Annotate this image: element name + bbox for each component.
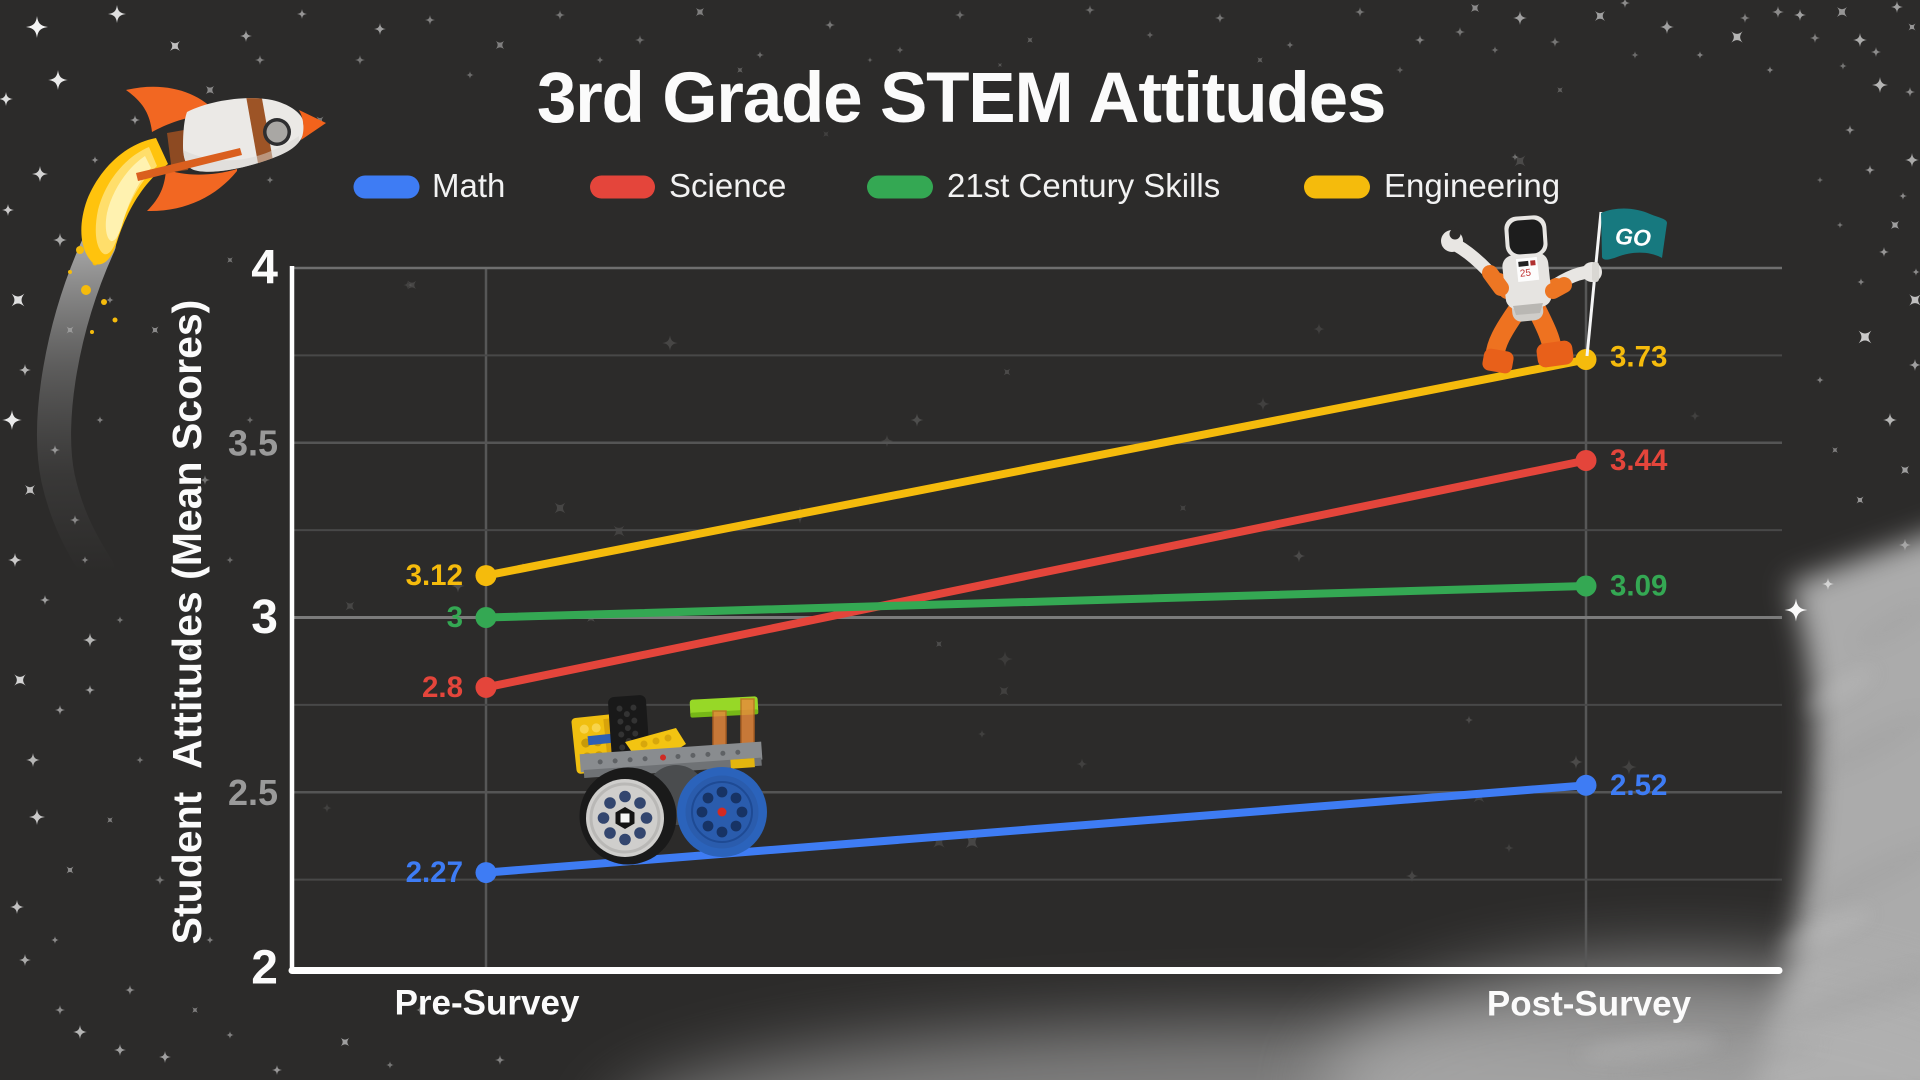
svg-text:Math: Math <box>432 167 505 204</box>
svg-text:2: 2 <box>251 942 278 995</box>
svg-text:GO: GO <box>1614 223 1652 251</box>
svg-text:2.8: 2.8 <box>422 671 463 704</box>
svg-text:2.5: 2.5 <box>228 772 278 813</box>
svg-text:Science: Science <box>669 167 786 204</box>
svg-text:3: 3 <box>447 601 463 634</box>
svg-text:3.44: 3.44 <box>1610 444 1668 477</box>
svg-text:3.5: 3.5 <box>228 423 278 464</box>
svg-text:3rd Grade STEM Attitudes: 3rd Grade STEM Attitudes <box>537 59 1385 138</box>
svg-text:Post-Survey: Post-Survey <box>1487 985 1692 1024</box>
svg-text:Student Attitudes (Mean Score: Student Attitudes (Mean Scores) <box>164 300 210 945</box>
svg-text:2.27: 2.27 <box>406 856 463 889</box>
svg-text:3.73: 3.73 <box>1610 341 1667 374</box>
svg-text:Pre-Survey: Pre-Survey <box>395 984 580 1023</box>
svg-text:25: 25 <box>1519 268 1532 280</box>
svg-text:3.12: 3.12 <box>406 559 463 592</box>
svg-text:Engineering: Engineering <box>1384 167 1560 204</box>
svg-text:3: 3 <box>251 591 278 644</box>
svg-text:4: 4 <box>251 242 278 295</box>
svg-text:21st Century Skills: 21st Century Skills <box>947 167 1220 204</box>
svg-text:3.09: 3.09 <box>1610 570 1667 603</box>
svg-text:2.52: 2.52 <box>1610 769 1667 802</box>
